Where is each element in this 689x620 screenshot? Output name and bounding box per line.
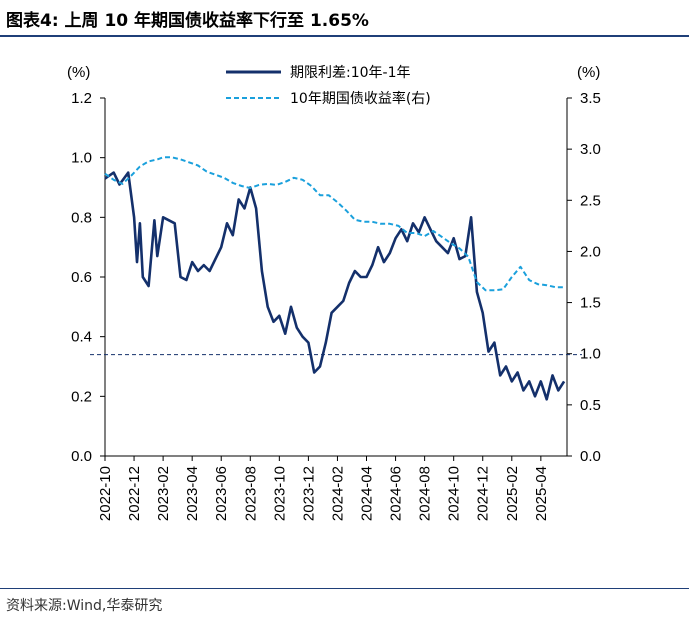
x-tick-label: 2024-02	[329, 466, 346, 521]
yield-series-line	[104, 156, 565, 292]
x-tick-label: 2025-04	[533, 466, 550, 521]
axes: 0.0 0.2 0.4 0.6 0.8 1.0 1.2 0.0 0.5 1.0 1.5 2.0 2.5 3…	[67, 64, 601, 521]
x-tick-label: 2023-08	[242, 466, 259, 521]
x-tick-label: 2023-04	[184, 466, 201, 521]
right-tick-label: 2.5	[580, 192, 601, 209]
source-note: 资料来源:Wind,华泰研究	[6, 598, 163, 614]
left-tick-label: 0.6	[71, 269, 92, 286]
x-tick-label: 2024-04	[359, 466, 376, 521]
x-tick-label: 2022-12	[126, 466, 143, 521]
right-tick-label: 3.5	[580, 90, 601, 107]
legend: 期限利差:10年-1年 10年期国债收益率(右)	[226, 65, 431, 107]
left-tick-label: 1.0	[71, 150, 92, 167]
x-tick-label: 2023-12	[300, 466, 317, 521]
chart-title: 图表4: 上周 10 年期国债收益率下行至 1.65%	[6, 11, 369, 31]
legend-yield-label: 10年期国债收益率(右)	[290, 90, 431, 107]
x-tick-label: 2023-06	[213, 466, 230, 521]
source-divider	[0, 588, 689, 589]
x-tick-label: 2024-12	[475, 466, 492, 521]
x-tick-label: 2023-02	[155, 466, 172, 521]
x-tick-label: 2024-10	[446, 466, 463, 521]
x-tick-label: 2024-08	[417, 466, 434, 521]
legend-spread-label: 期限利差:10年-1年	[290, 65, 411, 81]
left-tick-label: 0.2	[71, 388, 92, 405]
left-tick-label: 0.0	[71, 448, 92, 465]
spread-series-line	[104, 171, 566, 401]
right-tick-label: 1.0	[580, 346, 601, 363]
x-tick-label: 2023-10	[271, 466, 288, 521]
x-tick-label: 2025-02	[504, 466, 521, 521]
right-tick-label: 1.5	[580, 295, 601, 312]
left-tick-label: 0.4	[71, 329, 92, 346]
title-bar: 图表4: 上周 10 年期国债收益率下行至 1.65%	[0, 0, 689, 34]
title-divider	[0, 35, 689, 37]
right-tick-label: 0.0	[580, 448, 601, 465]
left-unit-label: (%)	[67, 64, 90, 81]
right-unit-label: (%)	[577, 64, 600, 81]
left-tick-label: 0.8	[71, 209, 92, 226]
x-tick-label: 2024-06	[388, 466, 405, 521]
dual-axis-line-chart: 0.0 0.2 0.4 0.6 0.8 1.0 1.2 0.0 0.5 1.0 1.5 2.0 2.5 3…	[67, 64, 601, 521]
chart-marks	[90, 156, 582, 401]
right-tick-label: 3.0	[580, 141, 601, 158]
right-tick-label: 0.5	[580, 397, 601, 414]
right-tick-label: 2.0	[580, 243, 601, 260]
x-tick-label: 2022-10	[97, 466, 114, 521]
left-tick-label: 1.2	[71, 90, 92, 107]
